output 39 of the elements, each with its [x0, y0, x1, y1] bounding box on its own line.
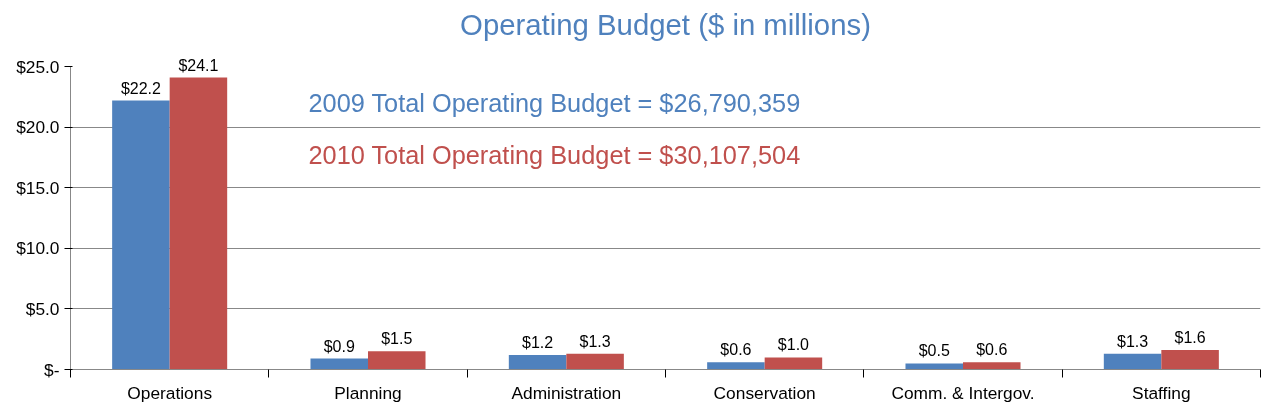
- x-tick-label: Comm. & Intergov.: [891, 382, 1035, 403]
- data-label: $1.3: [1117, 332, 1149, 350]
- bar: [1103, 353, 1162, 370]
- bar: [368, 351, 426, 370]
- data-label: $0.5: [918, 342, 950, 360]
- data-label: $1.0: [777, 336, 810, 354]
- data-label: $22.2: [120, 79, 162, 97]
- bar: [905, 363, 963, 370]
- data-label: $24.1: [178, 56, 219, 74]
- chart-title: Operating Budget ($ in millions): [460, 7, 871, 41]
- bar: [764, 357, 823, 370]
- y-tick-label: $10.0: [16, 238, 60, 259]
- y-tick-label: $25.0: [16, 56, 60, 77]
- y-tick-label: $-: [44, 359, 60, 380]
- y-tick-label: $20.0: [16, 117, 60, 138]
- y-tick-label: $15.0: [16, 177, 60, 198]
- bar: [169, 77, 228, 370]
- data-label: $1.3: [579, 332, 611, 350]
- data-label: $1.5: [381, 330, 413, 348]
- y-tick-label: $5.0: [25, 298, 60, 319]
- data-label: $0.9: [323, 337, 355, 355]
- x-tick-label: Staffing: [1132, 382, 1191, 403]
- data-label: $1.6: [1174, 329, 1206, 347]
- data-label: $0.6: [976, 341, 1008, 359]
- x-tick-label: Planning: [334, 382, 402, 403]
- annotation: 2009 Total Operating Budget = $26,790,359: [308, 89, 801, 118]
- x-tick-label: Operations: [127, 382, 213, 403]
- x-tick-label: Conservation: [713, 382, 816, 403]
- annotation: 2010 Total Operating Budget = $30,107,504: [308, 140, 801, 169]
- bar: [112, 100, 170, 370]
- data-label: $1.2: [522, 333, 554, 351]
- bar: [963, 362, 1021, 370]
- bar: [508, 354, 567, 370]
- data-label: $0.6: [720, 341, 752, 359]
- bar: [1161, 350, 1219, 370]
- bar: [310, 358, 368, 370]
- x-tick-label: Administration: [511, 382, 622, 403]
- bar: [707, 362, 765, 370]
- bar: [566, 353, 624, 370]
